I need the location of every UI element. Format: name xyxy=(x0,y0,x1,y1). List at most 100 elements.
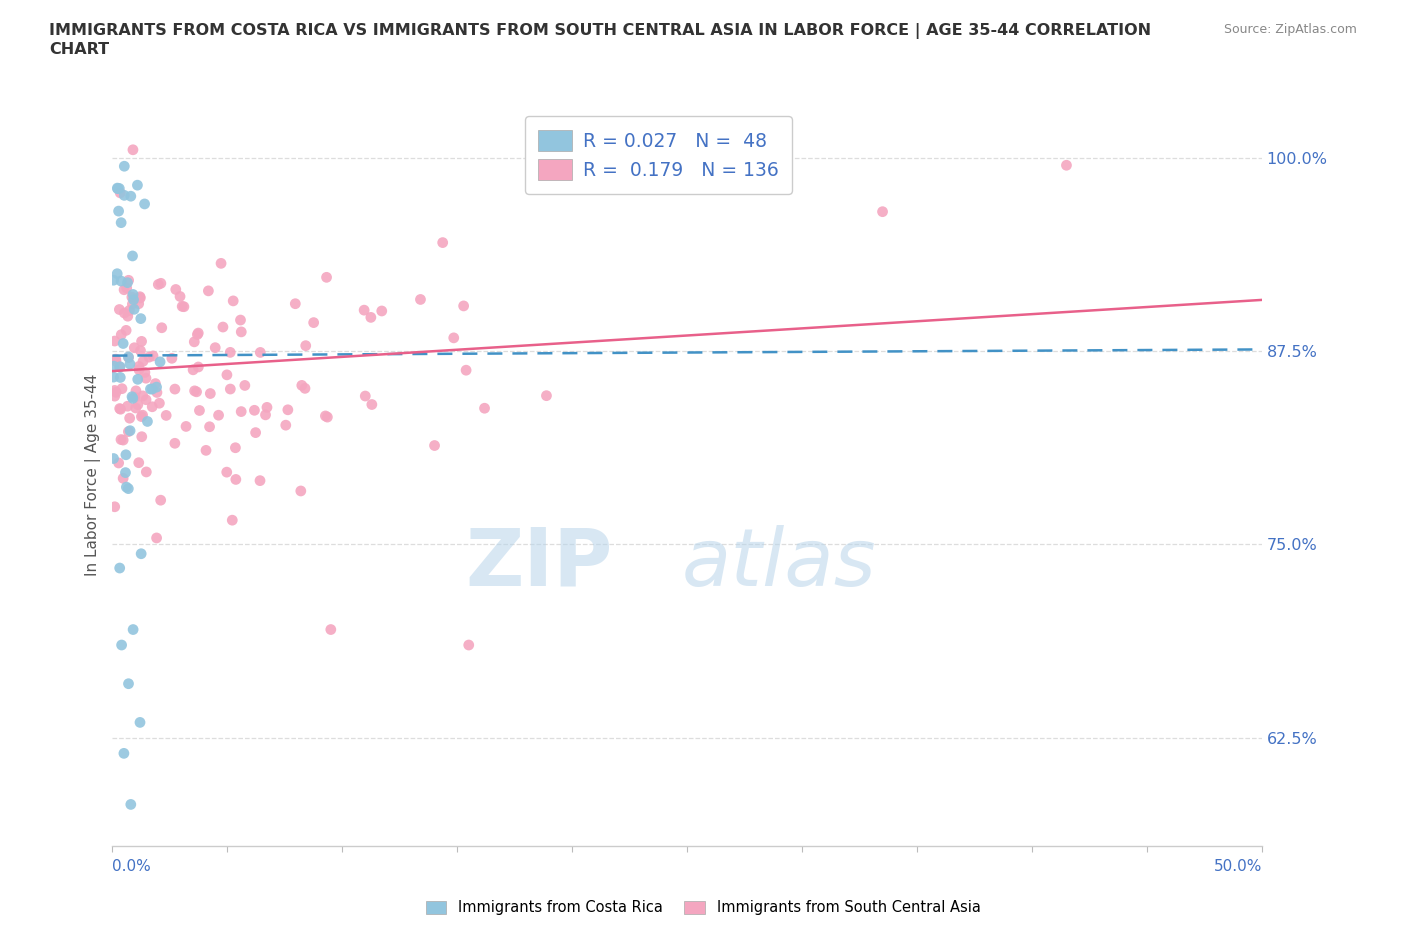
Point xyxy=(198,419,221,434)
Point xyxy=(129,312,152,326)
Point xyxy=(353,303,375,318)
Point xyxy=(277,403,299,418)
Point xyxy=(117,481,139,496)
Point xyxy=(145,530,167,545)
Point xyxy=(169,289,191,304)
Point xyxy=(121,297,143,312)
Point xyxy=(183,383,205,398)
Point xyxy=(131,430,153,445)
Point xyxy=(135,392,157,407)
Point xyxy=(110,432,132,447)
Point xyxy=(103,359,125,374)
Point xyxy=(149,276,172,291)
Point xyxy=(536,388,558,403)
Point xyxy=(105,180,128,195)
Point xyxy=(132,353,155,368)
Point xyxy=(319,622,342,637)
Point xyxy=(249,345,271,360)
Point xyxy=(229,312,252,327)
Point xyxy=(121,390,143,405)
Point xyxy=(122,287,145,302)
Point xyxy=(245,425,267,440)
Point xyxy=(112,432,135,447)
Point xyxy=(231,405,253,419)
Point xyxy=(120,797,142,812)
Point xyxy=(112,188,135,203)
Point xyxy=(110,638,132,653)
Point xyxy=(112,336,135,351)
Point xyxy=(197,284,219,299)
Point xyxy=(457,638,479,653)
Point xyxy=(163,436,186,451)
Point xyxy=(103,272,125,287)
Point xyxy=(124,390,146,405)
Point xyxy=(219,381,242,396)
Point xyxy=(104,352,127,366)
Point xyxy=(200,386,222,401)
Point xyxy=(172,299,194,313)
Point xyxy=(131,409,153,424)
Point xyxy=(302,315,325,330)
Point xyxy=(128,359,150,374)
Point xyxy=(225,472,247,487)
Point xyxy=(249,473,271,488)
Point xyxy=(120,423,142,438)
Point xyxy=(243,403,266,418)
Point xyxy=(132,389,155,404)
Point xyxy=(453,299,475,313)
Point xyxy=(136,414,159,429)
Point xyxy=(129,343,152,358)
Point xyxy=(112,746,135,761)
Point xyxy=(125,401,148,416)
Point xyxy=(1056,158,1078,173)
Point xyxy=(112,471,135,485)
Point xyxy=(128,456,150,471)
Point xyxy=(139,381,162,396)
Point xyxy=(291,378,314,392)
Point xyxy=(107,204,129,219)
Point xyxy=(110,185,132,200)
Point xyxy=(274,418,297,432)
Point xyxy=(204,340,226,355)
Text: 0.0%: 0.0% xyxy=(112,858,152,873)
Text: Source: ZipAtlas.com: Source: ZipAtlas.com xyxy=(1223,23,1357,36)
Point xyxy=(183,335,205,350)
Point xyxy=(108,561,131,576)
Point xyxy=(121,290,143,305)
Y-axis label: In Labor Force | Age 35-44: In Labor Force | Age 35-44 xyxy=(86,374,101,576)
Point xyxy=(121,248,143,263)
Point xyxy=(138,350,160,365)
Point xyxy=(127,372,149,387)
Point xyxy=(114,465,136,480)
Point xyxy=(432,235,454,250)
Point xyxy=(145,379,167,394)
Point xyxy=(117,309,139,324)
Point xyxy=(108,401,131,416)
Point xyxy=(174,419,197,434)
Point xyxy=(284,297,307,312)
Point xyxy=(111,381,134,396)
Point xyxy=(443,330,465,345)
Point xyxy=(212,320,235,335)
Point xyxy=(141,381,163,396)
Point xyxy=(354,389,377,404)
Point xyxy=(148,277,170,292)
Point xyxy=(371,303,394,318)
Point xyxy=(127,178,149,193)
Point xyxy=(314,408,336,423)
Point xyxy=(872,205,894,219)
Point xyxy=(222,294,245,309)
Point xyxy=(115,447,138,462)
Point xyxy=(105,385,128,400)
Point xyxy=(107,456,129,471)
Point xyxy=(215,465,238,480)
Point xyxy=(221,512,243,527)
Point xyxy=(173,299,195,314)
Point xyxy=(131,407,153,422)
Point xyxy=(112,283,135,298)
Point xyxy=(209,256,232,271)
Point xyxy=(120,189,142,204)
Point xyxy=(112,159,135,174)
Point xyxy=(108,302,131,317)
Point xyxy=(104,383,127,398)
